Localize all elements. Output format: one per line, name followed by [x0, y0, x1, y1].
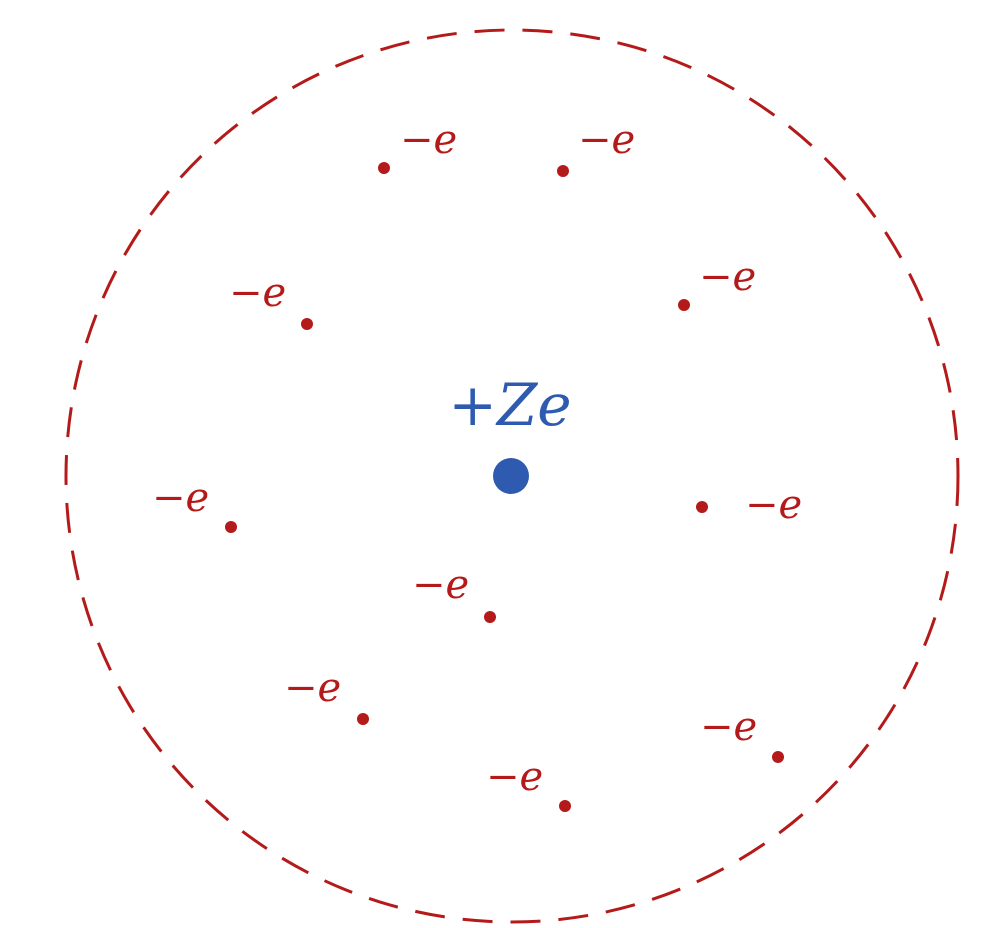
electron: −e — [700, 704, 784, 763]
electron-dot — [678, 299, 690, 311]
electron: −e — [557, 117, 635, 177]
nucleus: +Ze — [448, 371, 572, 494]
electron: −e — [412, 562, 496, 623]
electron-label: −e — [152, 475, 209, 521]
electron-dot — [696, 501, 708, 513]
electron-dot — [557, 165, 569, 177]
atom-boundary — [64, 28, 960, 924]
electron-label: −e — [700, 704, 757, 750]
electron-dot — [301, 318, 313, 330]
electron-label: −e — [412, 562, 469, 608]
electron: −e — [229, 270, 313, 330]
electron-label: −e — [229, 270, 286, 316]
electron: −e — [284, 665, 369, 725]
electron-label: −e — [400, 117, 457, 163]
electron-dot — [378, 162, 390, 174]
electron: −e — [486, 754, 571, 812]
electron-dot — [357, 713, 369, 725]
electron: −e — [696, 482, 802, 528]
electron-label: −e — [745, 482, 802, 528]
nucleus-dot — [493, 458, 529, 494]
electron-dot — [484, 611, 496, 623]
electron-dot — [225, 521, 237, 533]
electron-dot — [559, 800, 571, 812]
electron: −e — [378, 117, 457, 174]
electron: −e — [678, 254, 756, 311]
electron-label: −e — [486, 754, 543, 800]
nucleus-label: +Ze — [448, 371, 571, 439]
electron-label: −e — [699, 254, 756, 300]
electron-label: −e — [284, 665, 341, 711]
electron-dot — [772, 751, 784, 763]
electron-label: −e — [578, 117, 635, 163]
electron: −e — [152, 475, 237, 533]
